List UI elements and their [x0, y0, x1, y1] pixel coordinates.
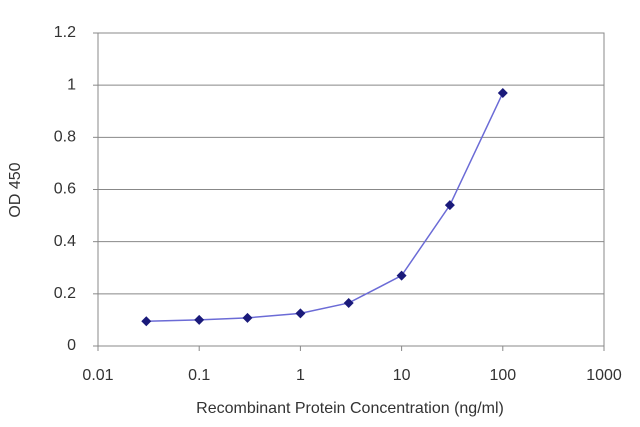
data-line: [146, 92, 504, 322]
data-point: [497, 87, 508, 98]
y-tick-label: 1: [67, 76, 76, 93]
y-tick-label: 0.6: [54, 181, 76, 198]
x-tick-label: 0.1: [188, 367, 210, 384]
y-tick-label: 0.8: [54, 129, 76, 146]
y-tick-label: 1.2: [54, 24, 76, 41]
y-tick-label: 0.2: [54, 285, 76, 302]
x-tick-label: 10: [393, 367, 411, 384]
x-axis-label: Recombinant Protein Concentration (ng/ml…: [196, 400, 504, 417]
y-tick-label: 0.4: [54, 233, 76, 250]
data-point: [444, 200, 455, 211]
x-tick-label: 1000: [586, 367, 622, 384]
y-tick-label: 0: [67, 337, 76, 354]
data-point: [141, 316, 152, 327]
data-point: [343, 297, 354, 308]
y-axis-label: OD 450: [7, 162, 24, 217]
data-point: [194, 314, 205, 325]
data-point: [242, 312, 253, 323]
data-point: [396, 270, 407, 281]
data-point: [295, 308, 306, 319]
x-tick-label: 1: [296, 367, 305, 384]
x-tick-label: 100: [489, 367, 516, 384]
x-tick-label: 0.01: [82, 367, 113, 384]
